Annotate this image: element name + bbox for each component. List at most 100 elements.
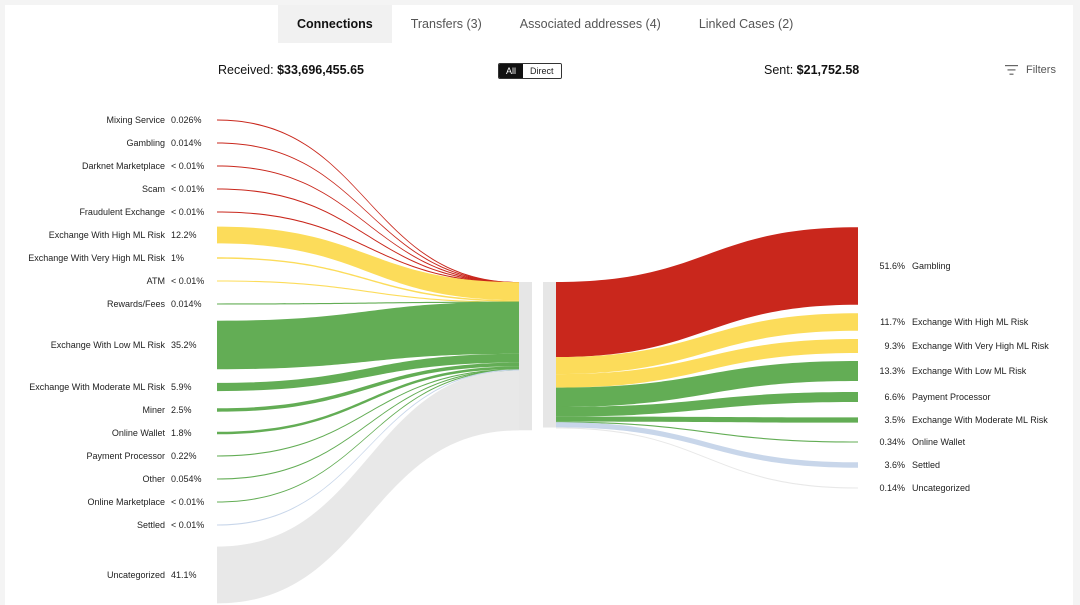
sent-link-exchange-with-low-ml-risk[interactable] [556, 361, 858, 407]
filter-lines-icon [1005, 65, 1018, 75]
received-category-row[interactable]: Darknet Marketplace < 0.01% [82, 160, 209, 172]
sent-category-row[interactable]: 11.7% Exchange With High ML Risk [871, 316, 1028, 328]
sent-link-uncategorized[interactable] [556, 427, 858, 489]
received-link-exchange-with-very-high-ml-risk[interactable] [217, 257, 519, 302]
received-category-row[interactable]: Rewards/Fees 0.014% [107, 298, 209, 310]
received-category-name: Fraudulent Exchange [79, 207, 165, 217]
received-category-row[interactable]: Scam < 0.01% [142, 183, 209, 195]
sent-link-online-wallet[interactable] [556, 421, 858, 443]
sent-category-row[interactable]: 3.5% Exchange With Moderate ML Risk [871, 414, 1048, 426]
received-category-row[interactable]: Miner 2.5% [142, 404, 209, 416]
sent-category-name: Uncategorized [912, 483, 971, 493]
sent-category-row[interactable]: 6.6% Payment Processor [871, 391, 991, 403]
received-category-percent: < 0.01% [171, 184, 205, 194]
received-category-row[interactable]: Fraudulent Exchange < 0.01% [79, 206, 209, 218]
received-category-row[interactable]: Exchange With Very High ML Risk 1% [28, 252, 209, 264]
sent-node-bar [543, 282, 556, 428]
received-category-percent: 1% [171, 253, 185, 263]
received-category-row[interactable]: ATM < 0.01% [147, 275, 209, 287]
received-category-name: Settled [136, 520, 165, 530]
sent-category-name: Exchange With Very High ML Risk [912, 341, 1049, 351]
received-link-mixing-service[interactable] [217, 119, 519, 284]
received-category-percent: < 0.01% [171, 276, 205, 286]
received-category-row[interactable]: Payment Processor 0.22% [86, 450, 209, 462]
sent-category-percent: 0.14% [879, 483, 905, 493]
received-link-exchange-with-high-ml-risk[interactable] [217, 226, 519, 301]
sent-category-row[interactable]: 9.3% Exchange With Very High ML Risk [871, 340, 1049, 352]
received-category-name: Exchange With High ML Risk [48, 230, 165, 240]
sent-category-row[interactable]: 0.14% Uncategorized [871, 482, 970, 494]
received-link-online-wallet[interactable] [217, 366, 519, 435]
tab-associated-addresses[interactable]: Associated addresses (4) [519, 17, 661, 31]
received-link-atm[interactable] [217, 280, 519, 303]
received-category-row[interactable]: Uncategorized 41.1% [107, 569, 209, 581]
received-category-row[interactable]: Exchange With Low ML Risk 35.2% [51, 339, 209, 351]
sent-category-percent: 9.3% [884, 341, 905, 351]
sent-category-name: Exchange With High ML Risk [912, 317, 1029, 327]
received-link-gambling[interactable] [217, 142, 519, 284]
tab-bar: Connections Transfers (3) Associated add… [278, 5, 812, 43]
sent-category-row[interactable]: 3.6% Settled [871, 459, 940, 471]
sent-category-percent: 3.6% [884, 460, 905, 470]
received-category-percent: < 0.01% [171, 161, 205, 171]
received-link-payment-processor[interactable] [217, 369, 519, 457]
toggle-direct-button[interactable]: Direct [523, 64, 561, 78]
received-category-percent: < 0.01% [171, 207, 205, 217]
sent-category-name: Online Wallet [912, 437, 966, 447]
sent-category-name: Gambling [912, 261, 951, 271]
sent-link-exchange-with-high-ml-risk[interactable] [556, 313, 858, 375]
sent-category-percent: 6.6% [884, 392, 905, 402]
received-category-percent: 35.2% [171, 340, 197, 350]
received-link-miner[interactable] [217, 362, 519, 412]
sent-category-name: Payment Processor [912, 392, 991, 402]
sent-category-row[interactable]: 51.6% Gambling [871, 260, 951, 272]
received-category-percent: < 0.01% [171, 497, 205, 507]
connections-panel: Connections Transfers (3) Associated add… [5, 5, 1073, 605]
received-link-online-marketplace[interactable] [217, 369, 519, 503]
all-direct-toggle: All Direct [498, 63, 562, 79]
received-link-exchange-with-low-ml-risk[interactable] [217, 301, 519, 370]
received-category-percent: 0.014% [171, 299, 202, 309]
received-category-row[interactable]: Other 0.054% [142, 473, 209, 485]
received-category-name: Exchange With Moderate ML Risk [29, 382, 165, 392]
received-category-row[interactable]: Gambling 0.014% [126, 137, 209, 149]
sent-category-row[interactable]: 13.3% Exchange With Low ML Risk [871, 365, 1026, 377]
tab-transfers[interactable]: Transfers (3) [410, 17, 482, 31]
received-category-row[interactable]: Exchange With High ML Risk 12.2% [49, 229, 209, 241]
received-link-scam[interactable] [217, 188, 519, 284]
received-category-row[interactable]: Online Wallet 1.8% [112, 427, 209, 439]
received-link-other[interactable] [217, 369, 519, 480]
sankey-chart [217, 119, 858, 604]
tab-linked-cases[interactable]: Linked Cases (2) [698, 17, 794, 31]
received-link-settled[interactable] [217, 369, 519, 526]
sent-category-percent: 51.6% [879, 261, 905, 271]
received-category-name: Other [142, 474, 165, 484]
sent-link-payment-processor[interactable] [556, 392, 858, 417]
received-category-row[interactable]: Settled < 0.01% [137, 519, 209, 531]
sent-link-exchange-with-moderate-ml-risk[interactable] [556, 416, 858, 423]
received-link-darknet-marketplace[interactable] [217, 165, 519, 284]
tab-connections[interactable]: Connections [278, 5, 392, 43]
sent-link-gambling[interactable] [556, 227, 858, 358]
received-category-percent: 0.22% [171, 451, 197, 461]
sent-link-settled[interactable] [556, 422, 858, 468]
sent-link-exchange-with-very-high-ml-risk[interactable] [556, 339, 858, 388]
received-category-row[interactable]: Online Marketplace < 0.01% [87, 496, 209, 508]
received-category-row[interactable]: Mixing Service 0.026% [106, 114, 209, 126]
received-label: Received: [218, 63, 274, 77]
received-category-percent: 0.054% [171, 474, 202, 484]
toggle-all-button[interactable]: All [499, 64, 524, 78]
received-node-bar [519, 282, 532, 431]
sent-label: Sent: [764, 63, 794, 77]
filters-button[interactable]: Filters [1005, 63, 1056, 77]
sent-category-row[interactable]: 0.34% Online Wallet [871, 436, 965, 448]
received-category-row[interactable]: Exchange With Moderate ML Risk 5.9% [29, 381, 209, 393]
received-link-uncategorized[interactable] [217, 369, 519, 604]
received-category-name: Darknet Marketplace [81, 161, 165, 171]
received-category-name: Online Marketplace [87, 497, 165, 507]
received-link-exchange-with-moderate-ml-risk[interactable] [217, 353, 519, 392]
sent-category-name: Exchange With Moderate ML Risk [912, 415, 1048, 425]
received-link-fraudulent-exchange[interactable] [217, 211, 519, 284]
received-link-rewards-fees[interactable] [217, 301, 519, 305]
filters-label: Filters [1026, 64, 1056, 76]
